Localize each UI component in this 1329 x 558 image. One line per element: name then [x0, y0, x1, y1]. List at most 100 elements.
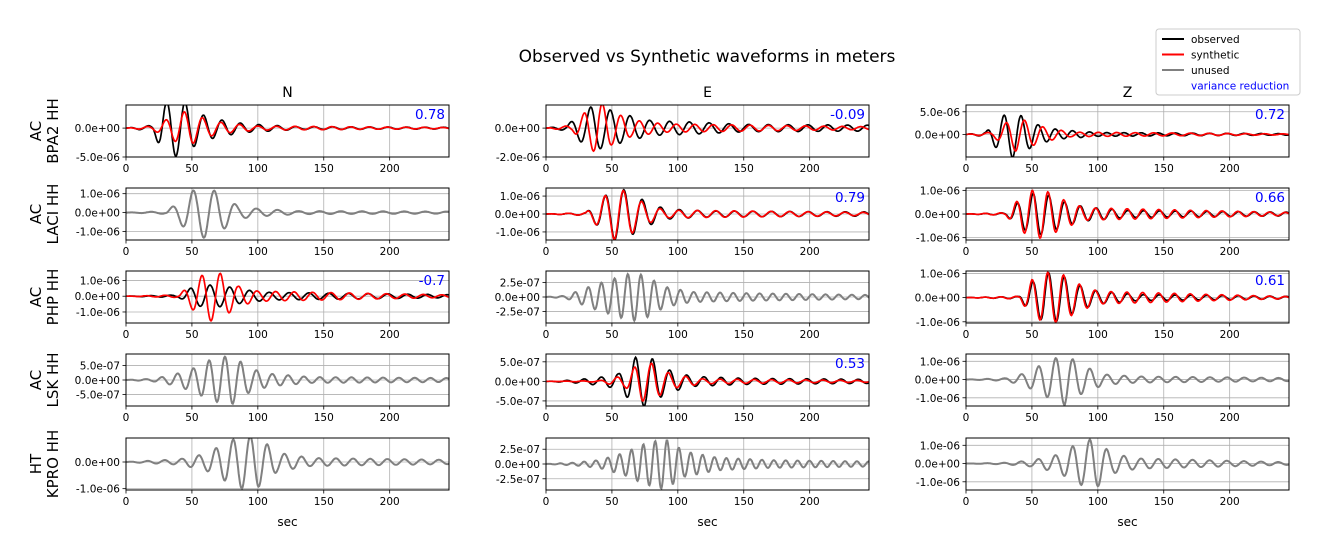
- x-tick-label: 0: [123, 163, 130, 175]
- y-tick-label: 0.0e+00: [915, 129, 960, 141]
- y-tick-label: 0.0e+00: [75, 375, 120, 387]
- legend-label: variance reduction: [1191, 81, 1289, 93]
- y-tick-label: 0.0e+00: [495, 459, 540, 471]
- panel-3-n: 0 50 100 150 200 5.0e-07 0.0e+00 -5.0e-07: [75, 353, 450, 424]
- y-tick-label: 1.0e-06: [920, 440, 961, 452]
- series-line-unused: [966, 357, 1289, 406]
- y-tick-label: -1.0e-06: [916, 393, 960, 405]
- x-tick-label: 100: [248, 329, 268, 341]
- x-tick-label: 150: [734, 412, 754, 424]
- x-tick-label: 200: [380, 246, 400, 258]
- y-tick-label: 0.0e+00: [495, 209, 540, 221]
- panel-frame: [965, 104, 1290, 158]
- panel-frame: [125, 104, 450, 158]
- panel-2-e: 0 50 100 150 200 2.5e-07 0.0e+00 -2.5e-07: [495, 270, 870, 341]
- x-tick-label: 50: [185, 163, 198, 175]
- x-tick-label: 200: [800, 246, 820, 258]
- panel-3-e: 0 50 100 150 200 5.0e-07 0.0e+00 -5.0e-07 0.53: [495, 353, 870, 424]
- legend-label: synthetic: [1191, 50, 1240, 62]
- x-tick-label: 50: [1025, 246, 1038, 258]
- legend-box: [1155, 28, 1301, 96]
- x-tick-label: 0: [963, 246, 970, 258]
- panel-frame: [125, 187, 450, 241]
- panel-frame: [545, 353, 870, 407]
- x-tick-label: 150: [734, 246, 754, 258]
- x-tick-label: 150: [734, 329, 754, 341]
- row-label-station: LSK HH: [44, 352, 62, 407]
- y-tick-label: -2.0e-06: [496, 152, 540, 164]
- y-tick-label: -5.0e-07: [496, 396, 540, 408]
- series-line-unused: [966, 438, 1289, 488]
- panel-frame: [125, 270, 450, 324]
- x-tick-label: 0: [543, 496, 550, 508]
- variance-reduction-label: 0.53: [835, 356, 865, 372]
- panel-frame: [545, 104, 870, 158]
- y-tick-label: -2.5e-07: [496, 306, 540, 318]
- x-tick-label: 100: [668, 246, 688, 258]
- variance-reduction-label: 0.79: [835, 190, 865, 206]
- x-tick-label: 50: [1025, 329, 1038, 341]
- y-tick-label: -1.0e-06: [76, 484, 120, 496]
- y-tick-label: 1.0e-06: [920, 268, 961, 280]
- x-tick-label: 150: [314, 329, 334, 341]
- x-tick-label: 50: [605, 163, 618, 175]
- x-tick-label: 200: [1220, 412, 1240, 424]
- legend-entry-synthetic: synthetic: [1162, 50, 1240, 62]
- column-title-n: N: [282, 85, 292, 101]
- y-tick-label: 0.0e+00: [495, 292, 540, 304]
- series-line-unused: [126, 355, 449, 406]
- y-tick-label: 0.0e+00: [915, 293, 960, 305]
- variance-reduction-label: 0.61: [1255, 273, 1285, 289]
- x-tick-label: 100: [668, 163, 688, 175]
- x-tick-label: 150: [314, 412, 334, 424]
- x-tick-label: 0: [543, 163, 550, 175]
- x-tick-label: 50: [1025, 163, 1038, 175]
- x-tick-label: 0: [543, 329, 550, 341]
- y-tick-label: 1.0e-06: [80, 189, 121, 201]
- variance-reduction-label: -0.09: [830, 107, 865, 123]
- series-line-unused: [126, 189, 449, 239]
- y-tick-label: 1.0e-06: [500, 191, 541, 203]
- y-tick-label: 2.5e-07: [500, 278, 540, 290]
- y-tick-label: 5.0e-06: [920, 107, 961, 119]
- variance-reduction-label: -0.7: [419, 273, 445, 289]
- x-tick-label: 0: [123, 412, 130, 424]
- x-tick-label: 100: [1088, 496, 1108, 508]
- x-tick-label: 50: [605, 496, 618, 508]
- x-tick-label: 200: [800, 163, 820, 175]
- x-tick-label: 100: [1088, 163, 1108, 175]
- x-tick-label: 50: [185, 496, 198, 508]
- panel-0-e: 0 50 100 150 200 0.0e+00 -2.0e-06 -0.09: [495, 104, 870, 175]
- x-tick-label: 200: [380, 412, 400, 424]
- y-tick-label: 5.0e-07: [500, 357, 540, 369]
- row-label-station: KPRO HH: [44, 430, 62, 498]
- x-tick-label: 50: [185, 329, 198, 341]
- row-label-network: AC: [27, 121, 45, 141]
- row-label: AC BPA2 HH: [27, 98, 62, 164]
- series-line-synthetic: [126, 111, 449, 145]
- panel-frame: [965, 270, 1290, 324]
- series-line-observed: [126, 284, 449, 308]
- series-line-synthetic: [546, 189, 869, 240]
- x-tick-label: 50: [605, 412, 618, 424]
- x-tick-label: 150: [1154, 246, 1174, 258]
- x-axis-label: sec: [277, 515, 297, 529]
- x-tick-label: 150: [1154, 412, 1174, 424]
- row-label: HT KPRO HH: [27, 430, 62, 498]
- y-tick-label: -1.0e-06: [916, 477, 960, 489]
- y-tick-label: -5.0e-07: [76, 389, 120, 401]
- x-tick-label: 200: [380, 496, 400, 508]
- series-line-synthetic: [546, 362, 869, 403]
- series-line-synthetic: [966, 271, 1289, 323]
- x-tick-label: 200: [1220, 246, 1240, 258]
- variance-reduction-label: 0.78: [415, 107, 445, 123]
- x-tick-label: 100: [1088, 329, 1108, 341]
- panel-frame: [965, 437, 1290, 491]
- y-tick-label: 0.0e+00: [495, 123, 540, 135]
- x-tick-label: 100: [668, 329, 688, 341]
- x-tick-label: 100: [248, 412, 268, 424]
- x-tick-label: 200: [380, 163, 400, 175]
- y-tick-label: 0.0e+00: [915, 459, 960, 471]
- x-tick-label: 0: [963, 412, 970, 424]
- panel-1-z: 0 50 100 150 200 1.0e-06 0.0e+00 -1.0e-06 0.66: [915, 185, 1290, 258]
